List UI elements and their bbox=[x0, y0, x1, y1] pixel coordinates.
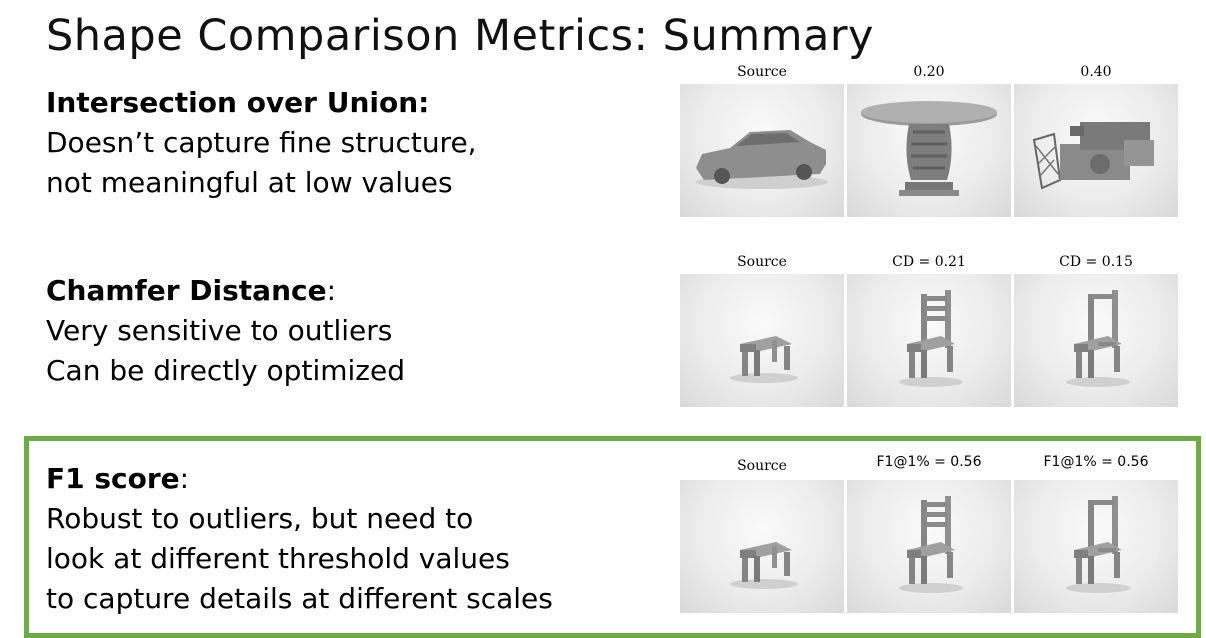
f1-caption-2: F1@1% = 0.56 bbox=[1043, 454, 1149, 470]
car-render bbox=[680, 84, 844, 217]
chamfer-caption-1: CD = 0.21 bbox=[892, 254, 966, 270]
iou-line-1: Doesn’t capture fine structure, bbox=[46, 126, 477, 159]
chamfer-line-1: Very sensitive to outliers bbox=[46, 314, 393, 347]
chamfer-heading-suffix: : bbox=[326, 274, 337, 307]
f1-heading: F1 score bbox=[46, 462, 180, 495]
f1-text-block: F1 score: Robust to outliers, but need t… bbox=[46, 459, 553, 619]
camera-render bbox=[1014, 84, 1178, 217]
f1-heading-suffix: : bbox=[179, 462, 190, 495]
iou-caption-source: Source bbox=[737, 64, 787, 80]
f1-line-2: look at different threshold values bbox=[46, 542, 510, 575]
chair-render bbox=[847, 480, 1011, 613]
iou-caption-1: 0.20 bbox=[913, 64, 945, 80]
iou-heading: Intersection over Union: bbox=[46, 86, 430, 119]
stool-render bbox=[680, 480, 844, 613]
stool-render bbox=[680, 274, 844, 407]
table-render bbox=[847, 84, 1011, 217]
f1-caption-source: Source bbox=[737, 458, 787, 474]
chamfer-figure-row: Source CD = 0.21 CD = 0.15 bbox=[680, 252, 1180, 407]
f1-caption-1: F1@1% = 0.56 bbox=[876, 454, 982, 470]
iou-text-block: Intersection over Union: Doesn’t capture… bbox=[46, 83, 477, 203]
iou-line-2: not meaningful at low values bbox=[46, 166, 453, 199]
iou-figure-row: Source 0.20 0.40 bbox=[680, 62, 1180, 217]
chamfer-heading: Chamfer Distance bbox=[46, 274, 327, 307]
chamfer-caption-2: CD = 0.15 bbox=[1059, 254, 1133, 270]
slide-title: Shape Comparison Metrics: Summary bbox=[46, 11, 874, 61]
chamfer-caption-source: Source bbox=[737, 254, 787, 270]
f1-line-3: to capture details at different scales bbox=[46, 582, 553, 615]
chamfer-line-2: Can be directly optimized bbox=[46, 354, 405, 387]
chair-broken-render bbox=[1014, 480, 1178, 613]
chamfer-text-block: Chamfer Distance: Very sensitive to outl… bbox=[46, 271, 405, 391]
chair-render bbox=[847, 274, 1011, 407]
iou-caption-2: 0.40 bbox=[1080, 64, 1112, 80]
f1-line-1: Robust to outliers, but need to bbox=[46, 502, 474, 535]
chair-broken-render bbox=[1014, 274, 1178, 407]
f1-figure-row: Source F1@1% = 0.56 F1@1% = 0.56 bbox=[680, 452, 1180, 613]
